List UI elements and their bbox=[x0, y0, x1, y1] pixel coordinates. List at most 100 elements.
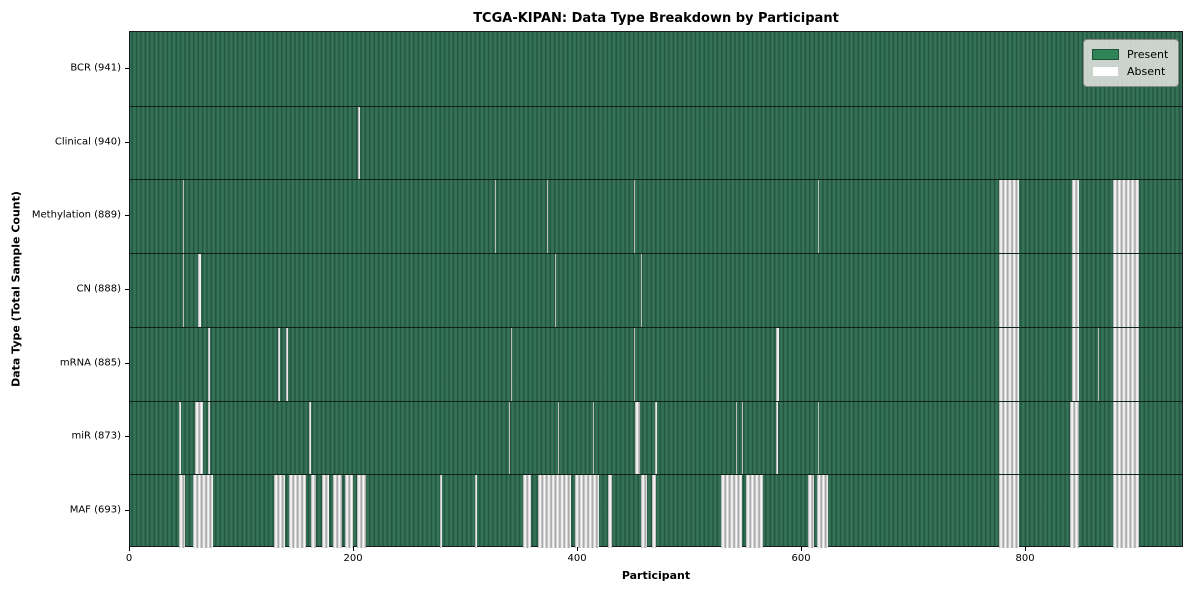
absent-segment bbox=[289, 475, 306, 548]
absent-segment bbox=[474, 475, 478, 548]
x-axis-label: Participant bbox=[621, 569, 691, 582]
absent-segment bbox=[999, 327, 1020, 401]
y-tick-mark bbox=[125, 363, 129, 364]
absent-segment bbox=[208, 327, 210, 401]
absent-segment bbox=[634, 327, 636, 401]
y-tick-label: mRNA (885) bbox=[59, 357, 121, 369]
absent-segment bbox=[321, 475, 330, 548]
absent-segment bbox=[508, 401, 510, 475]
absent-segment bbox=[999, 180, 1020, 254]
absent-segment bbox=[345, 475, 353, 548]
absent-segment bbox=[741, 401, 743, 475]
x-tick-mark bbox=[353, 547, 355, 551]
absent-segment bbox=[537, 475, 572, 548]
absent-segment bbox=[1113, 254, 1140, 327]
x-tick-mark bbox=[129, 547, 130, 551]
absent-segment bbox=[1071, 254, 1079, 327]
absent-segment bbox=[495, 180, 497, 254]
absent-segment bbox=[776, 327, 779, 401]
absent-segment bbox=[1069, 475, 1079, 548]
absent-segment bbox=[1071, 327, 1079, 401]
absent-segment bbox=[608, 475, 612, 548]
absent-segment bbox=[1097, 327, 1100, 401]
y-tick-mark bbox=[125, 436, 129, 437]
y-tick-mark bbox=[125, 142, 129, 143]
absent-segment bbox=[1113, 401, 1140, 475]
heatmap-row bbox=[130, 400, 1182, 475]
y-tick-mark bbox=[125, 289, 129, 290]
absent-segment bbox=[277, 327, 281, 401]
heatmap-row bbox=[130, 326, 1182, 401]
absent-segment bbox=[1113, 475, 1140, 548]
absent-segment bbox=[640, 254, 643, 327]
absent-segment bbox=[510, 327, 513, 401]
absent-segment bbox=[546, 180, 548, 254]
y-tick-label: miR (873) bbox=[71, 430, 121, 442]
absent-segment bbox=[1069, 401, 1079, 475]
y-tick-mark bbox=[125, 215, 129, 216]
x-tick-mark bbox=[1025, 547, 1027, 551]
absent-segment bbox=[635, 401, 640, 475]
x-tick-label: 600 bbox=[791, 553, 811, 564]
absent-segment bbox=[179, 401, 181, 475]
absent-segment bbox=[357, 475, 367, 548]
absent-segment bbox=[554, 254, 556, 327]
x-tick-label: 0 bbox=[125, 553, 133, 564]
x-tick-mark bbox=[577, 547, 579, 551]
absent-segment bbox=[179, 475, 185, 548]
y-tick-label: Clinical (940) bbox=[54, 136, 121, 148]
plot-area bbox=[129, 31, 1183, 548]
absent-segment bbox=[721, 475, 742, 548]
absent-segment bbox=[440, 475, 443, 548]
legend: Present Absent bbox=[1083, 39, 1179, 87]
absent-segment bbox=[999, 401, 1020, 475]
absent-segment bbox=[332, 475, 342, 548]
absent-segment bbox=[1113, 327, 1140, 401]
absent-segment bbox=[776, 401, 778, 475]
absent-segment bbox=[194, 401, 203, 475]
absent-segment bbox=[634, 180, 636, 254]
absent-segment bbox=[182, 254, 184, 327]
heatmap-row bbox=[130, 179, 1182, 254]
heatmap-row bbox=[130, 474, 1182, 548]
absent-segment bbox=[999, 254, 1020, 327]
y-tick-label: CN (888) bbox=[76, 283, 121, 295]
absent-segment bbox=[807, 475, 815, 548]
absent-segment bbox=[557, 401, 560, 475]
absent-segment bbox=[999, 475, 1020, 548]
absent-segment bbox=[655, 401, 657, 475]
absent-segment bbox=[309, 401, 311, 475]
y-tick-label: MAF (693) bbox=[69, 504, 121, 516]
absent-segment bbox=[198, 254, 201, 327]
absent-segment bbox=[735, 401, 738, 475]
absent-segment bbox=[651, 475, 657, 548]
absent-segment bbox=[574, 475, 600, 548]
heatmap-row bbox=[130, 32, 1182, 106]
absent-swatch-icon bbox=[1092, 66, 1119, 77]
y-tick-label: BCR (941) bbox=[70, 62, 121, 74]
x-tick-mark bbox=[801, 547, 803, 551]
absent-segment bbox=[640, 475, 648, 548]
absent-segment bbox=[274, 475, 285, 548]
absent-segment bbox=[523, 475, 531, 548]
absent-segment bbox=[182, 180, 184, 254]
x-tick-label: 200 bbox=[343, 553, 363, 564]
absent-segment bbox=[1071, 180, 1079, 254]
absent-segment bbox=[592, 401, 594, 475]
chart-title: TCGA-KIPAN: Data Type Breakdown by Parti… bbox=[473, 11, 839, 26]
absent-segment bbox=[192, 475, 213, 548]
legend-present-label: Present bbox=[1127, 48, 1169, 61]
absent-segment bbox=[817, 401, 820, 475]
legend-absent-label: Absent bbox=[1127, 65, 1166, 78]
legend-item-present: Present bbox=[1092, 46, 1170, 63]
present-swatch-icon bbox=[1092, 49, 1119, 60]
x-tick-label: 400 bbox=[567, 553, 587, 564]
absent-segment bbox=[817, 180, 820, 254]
absent-segment bbox=[311, 475, 316, 548]
y-tick-mark bbox=[125, 68, 129, 69]
absent-segment bbox=[285, 327, 288, 401]
legend-item-absent: Absent bbox=[1092, 63, 1170, 80]
absent-segment bbox=[208, 401, 210, 475]
y-tick-label: Methylation (889) bbox=[31, 209, 121, 221]
